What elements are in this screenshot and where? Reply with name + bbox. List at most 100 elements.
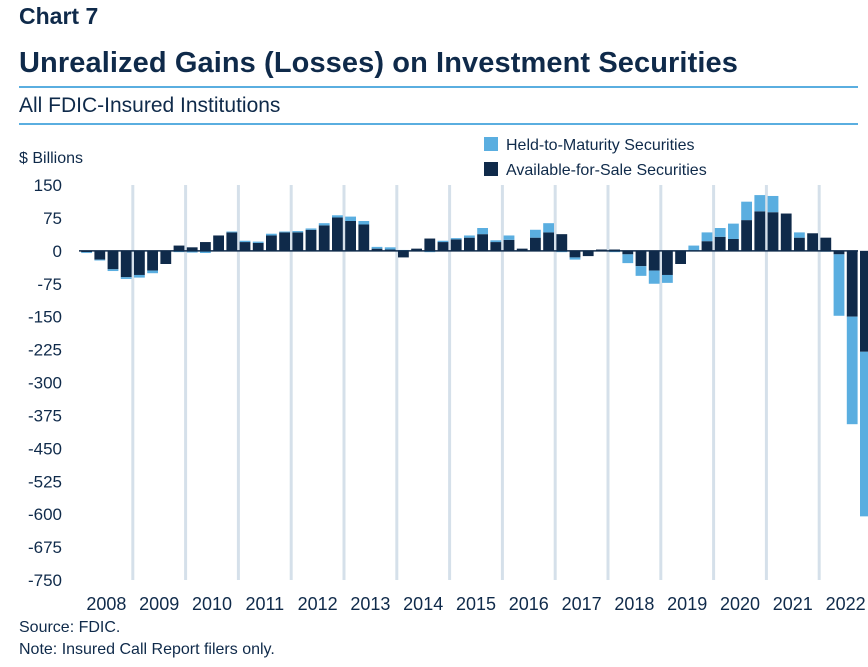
bar-available-for-sale [807,233,818,251]
bar-held-to-maturity [794,232,805,238]
x-tick-label: 2018 [614,594,654,614]
bar-held-to-maturity [714,228,726,237]
bar-available-for-sale [332,217,343,251]
title-rule [19,86,858,88]
y-tick-label: -150 [28,308,62,327]
bar-held-to-maturity [701,232,713,242]
y-tick-label: -525 [28,472,62,491]
bar-held-to-maturity [503,235,515,240]
bar-available-for-sale [556,234,568,251]
bar-held-to-maturity [754,195,766,212]
bar-available-for-sale [741,220,752,251]
bar-available-for-sale [794,237,805,251]
bar-available-for-sale [279,232,290,251]
x-tick-label: 2016 [509,594,549,614]
bar-available-for-sale [305,229,317,251]
bar-available-for-sale [398,250,409,258]
bar-available-for-sale [648,250,660,271]
bar-held-to-maturity [147,270,158,274]
source-note: Source: FDIC. [19,619,121,636]
bar-available-for-sale [160,250,172,264]
bar-held-to-maturity [569,257,581,260]
bar-held-to-maturity [464,235,475,238]
bar-available-for-sale [226,232,238,251]
bar-available-for-sale [728,238,739,251]
bar-available-for-sale [846,250,858,317]
x-tick-label: 2014 [403,594,443,614]
x-tick-label: 2015 [456,594,496,614]
x-tick-label: 2019 [667,594,707,614]
bar-available-for-sale [345,220,356,251]
bar-held-to-maturity [846,316,858,425]
bar-held-to-maturity [741,201,752,221]
y-tick-label: 150 [34,176,62,195]
bar-held-to-maturity [543,223,554,233]
bar-available-for-sale [569,250,581,258]
y-tick-label: -675 [28,538,62,557]
bar-available-for-sale [464,237,475,251]
bar-available-for-sale [186,247,198,251]
bar-available-for-sale [767,212,779,251]
bar-available-for-sale [503,239,515,251]
x-tick-label: 2013 [350,594,390,614]
bar-available-for-sale [490,242,502,251]
bar-available-for-sale [530,237,541,251]
bar-held-to-maturity [833,254,845,316]
bar-held-to-maturity [239,240,251,243]
bar-held-to-maturity [279,231,290,233]
bar-available-for-sale [635,250,647,267]
bar-available-for-sale [701,241,713,251]
bar-held-to-maturity [635,266,647,276]
bar-available-for-sale [622,250,634,255]
bar-available-for-sale [662,250,673,275]
chart-label: Chart 7 [19,3,99,29]
bar-available-for-sale [147,250,158,271]
bar-available-for-sale [820,237,832,251]
bar-available-for-sale [477,234,488,251]
bar-available-for-sale [582,250,594,257]
legend: Held-to-Maturity Securities Available-for… [484,137,707,179]
bar-available-for-sale [358,224,370,251]
bar-held-to-maturity [860,351,868,517]
bar-available-for-sale [833,250,845,255]
bar-held-to-maturity [530,229,541,238]
y-tick-label: -225 [28,341,62,360]
bar-held-to-maturity [688,245,700,251]
y-tick-label: -375 [28,406,62,425]
bar-held-to-maturity [490,240,502,243]
bar-available-for-sale [437,242,449,251]
bar-held-to-maturity [767,195,779,213]
bar-available-for-sale [200,242,211,251]
y-tick-label: 75 [43,209,62,228]
bar-held-to-maturity [622,254,634,264]
bar-held-to-maturity [81,252,92,254]
bar-available-for-sale [675,250,686,264]
y-tick-label: 0 [53,242,62,261]
bar-held-to-maturity [305,228,317,230]
bar-held-to-maturity [371,246,383,249]
y-tick-label: -75 [37,275,62,294]
bar-available-for-sale [239,242,251,251]
bar-available-for-sale [94,250,106,260]
bar-held-to-maturity [384,247,396,250]
bar-held-to-maturity [200,250,211,254]
legend-swatch [484,137,498,151]
bar-held-to-maturity [134,274,145,278]
x-tick-label: 2021 [773,594,813,614]
bar-held-to-maturity [94,259,106,261]
x-tick-label: 2022 [826,594,866,614]
chart-subtitle: All FDIC-Insured Institutions [19,94,281,117]
bar-held-to-maturity [266,233,277,236]
bar-available-for-sale [543,232,554,251]
x-tick-label: 2010 [192,594,232,614]
legend-label: Held-to-Maturity Securities [506,137,695,154]
y-tick-label: -600 [28,505,62,524]
legend-swatch [484,162,498,176]
bar-available-for-sale [266,235,277,251]
bar-available-for-sale [120,250,132,278]
bar-available-for-sale [860,250,868,352]
bar-held-to-maturity [477,228,488,235]
bar-held-to-maturity [332,215,343,218]
bar-held-to-maturity [292,231,304,233]
